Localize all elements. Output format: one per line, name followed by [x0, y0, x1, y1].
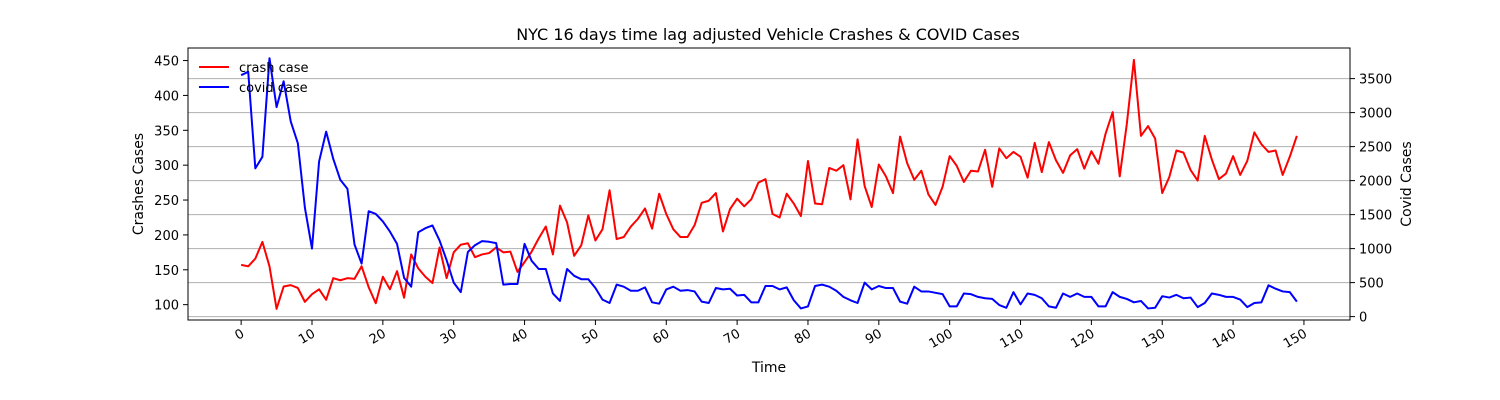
x-tick-label: 0	[232, 326, 247, 343]
y-left-tick-label: 400	[154, 89, 179, 104]
y-left-tick-label: 450	[154, 55, 179, 70]
x-tick-label: 50	[580, 326, 602, 347]
x-axis: 0 10 20 30 40 50 60 70 80 90 100 110 120 130 140 150	[232, 320, 1310, 352]
y-right-tick-label: 2000	[1359, 175, 1392, 190]
x-tick-label: 120	[1068, 326, 1097, 351]
y-right-tick-label: 0	[1359, 311, 1367, 326]
y-left-tick-label: 150	[154, 264, 179, 279]
y-left-tick-label: 300	[154, 159, 179, 174]
series-lines	[240, 57, 1298, 310]
y-right-tick-label: 1500	[1359, 209, 1392, 224]
x-tick-label: 110	[998, 326, 1027, 351]
series-line-crash	[240, 58, 1298, 310]
y-left-tick-label: 250	[154, 194, 179, 209]
series-line-covid	[240, 57, 1298, 310]
x-tick-label: 10	[296, 326, 318, 347]
y-right-tick-label: 500	[1359, 277, 1384, 292]
x-tick-label: 100	[927, 326, 956, 351]
x-tick-label: 70	[721, 326, 743, 347]
x-tick-label: 80	[792, 326, 814, 347]
y-left-tick-label: 200	[154, 229, 179, 244]
y-right-tick-label: 3500	[1359, 73, 1392, 88]
legend-label-crash: crash case	[239, 61, 309, 76]
x-axis-label: Time	[751, 360, 786, 376]
y-axis-right: 0 500 1000 1500 2000 2500 3000 3500	[1350, 73, 1392, 326]
x-tick-label: 90	[863, 326, 885, 347]
y-left-tick-label: 100	[154, 299, 179, 314]
x-tick-label: 150	[1281, 326, 1310, 351]
plot-area-frame	[187, 47, 1351, 321]
x-tick-label: 60	[650, 326, 672, 347]
x-tick-label: 40	[509, 326, 531, 347]
x-tick-label: 130	[1139, 326, 1168, 351]
legend-label-covid: covid case	[239, 81, 308, 96]
x-tick-label: 20	[367, 326, 389, 347]
y-axis-left-label: Crashes Cases	[131, 133, 147, 235]
chart-title: NYC 16 days time lag adjusted Vehicle Cr…	[516, 25, 1020, 44]
y-left-tick-label: 350	[154, 124, 179, 139]
x-tick-label: 140	[1210, 326, 1239, 351]
y-right-tick-label: 1000	[1359, 243, 1392, 258]
y-axis-left: 100 150 200 250 300 350 400 450	[154, 55, 188, 314]
x-tick-label: 30	[438, 326, 460, 347]
y-right-tick-label: 2500	[1359, 141, 1392, 156]
legend: crash case covid case	[199, 61, 309, 96]
y-axis-right-label: Covid Cases	[1399, 141, 1415, 226]
y-right-tick-label: 3000	[1359, 107, 1392, 122]
